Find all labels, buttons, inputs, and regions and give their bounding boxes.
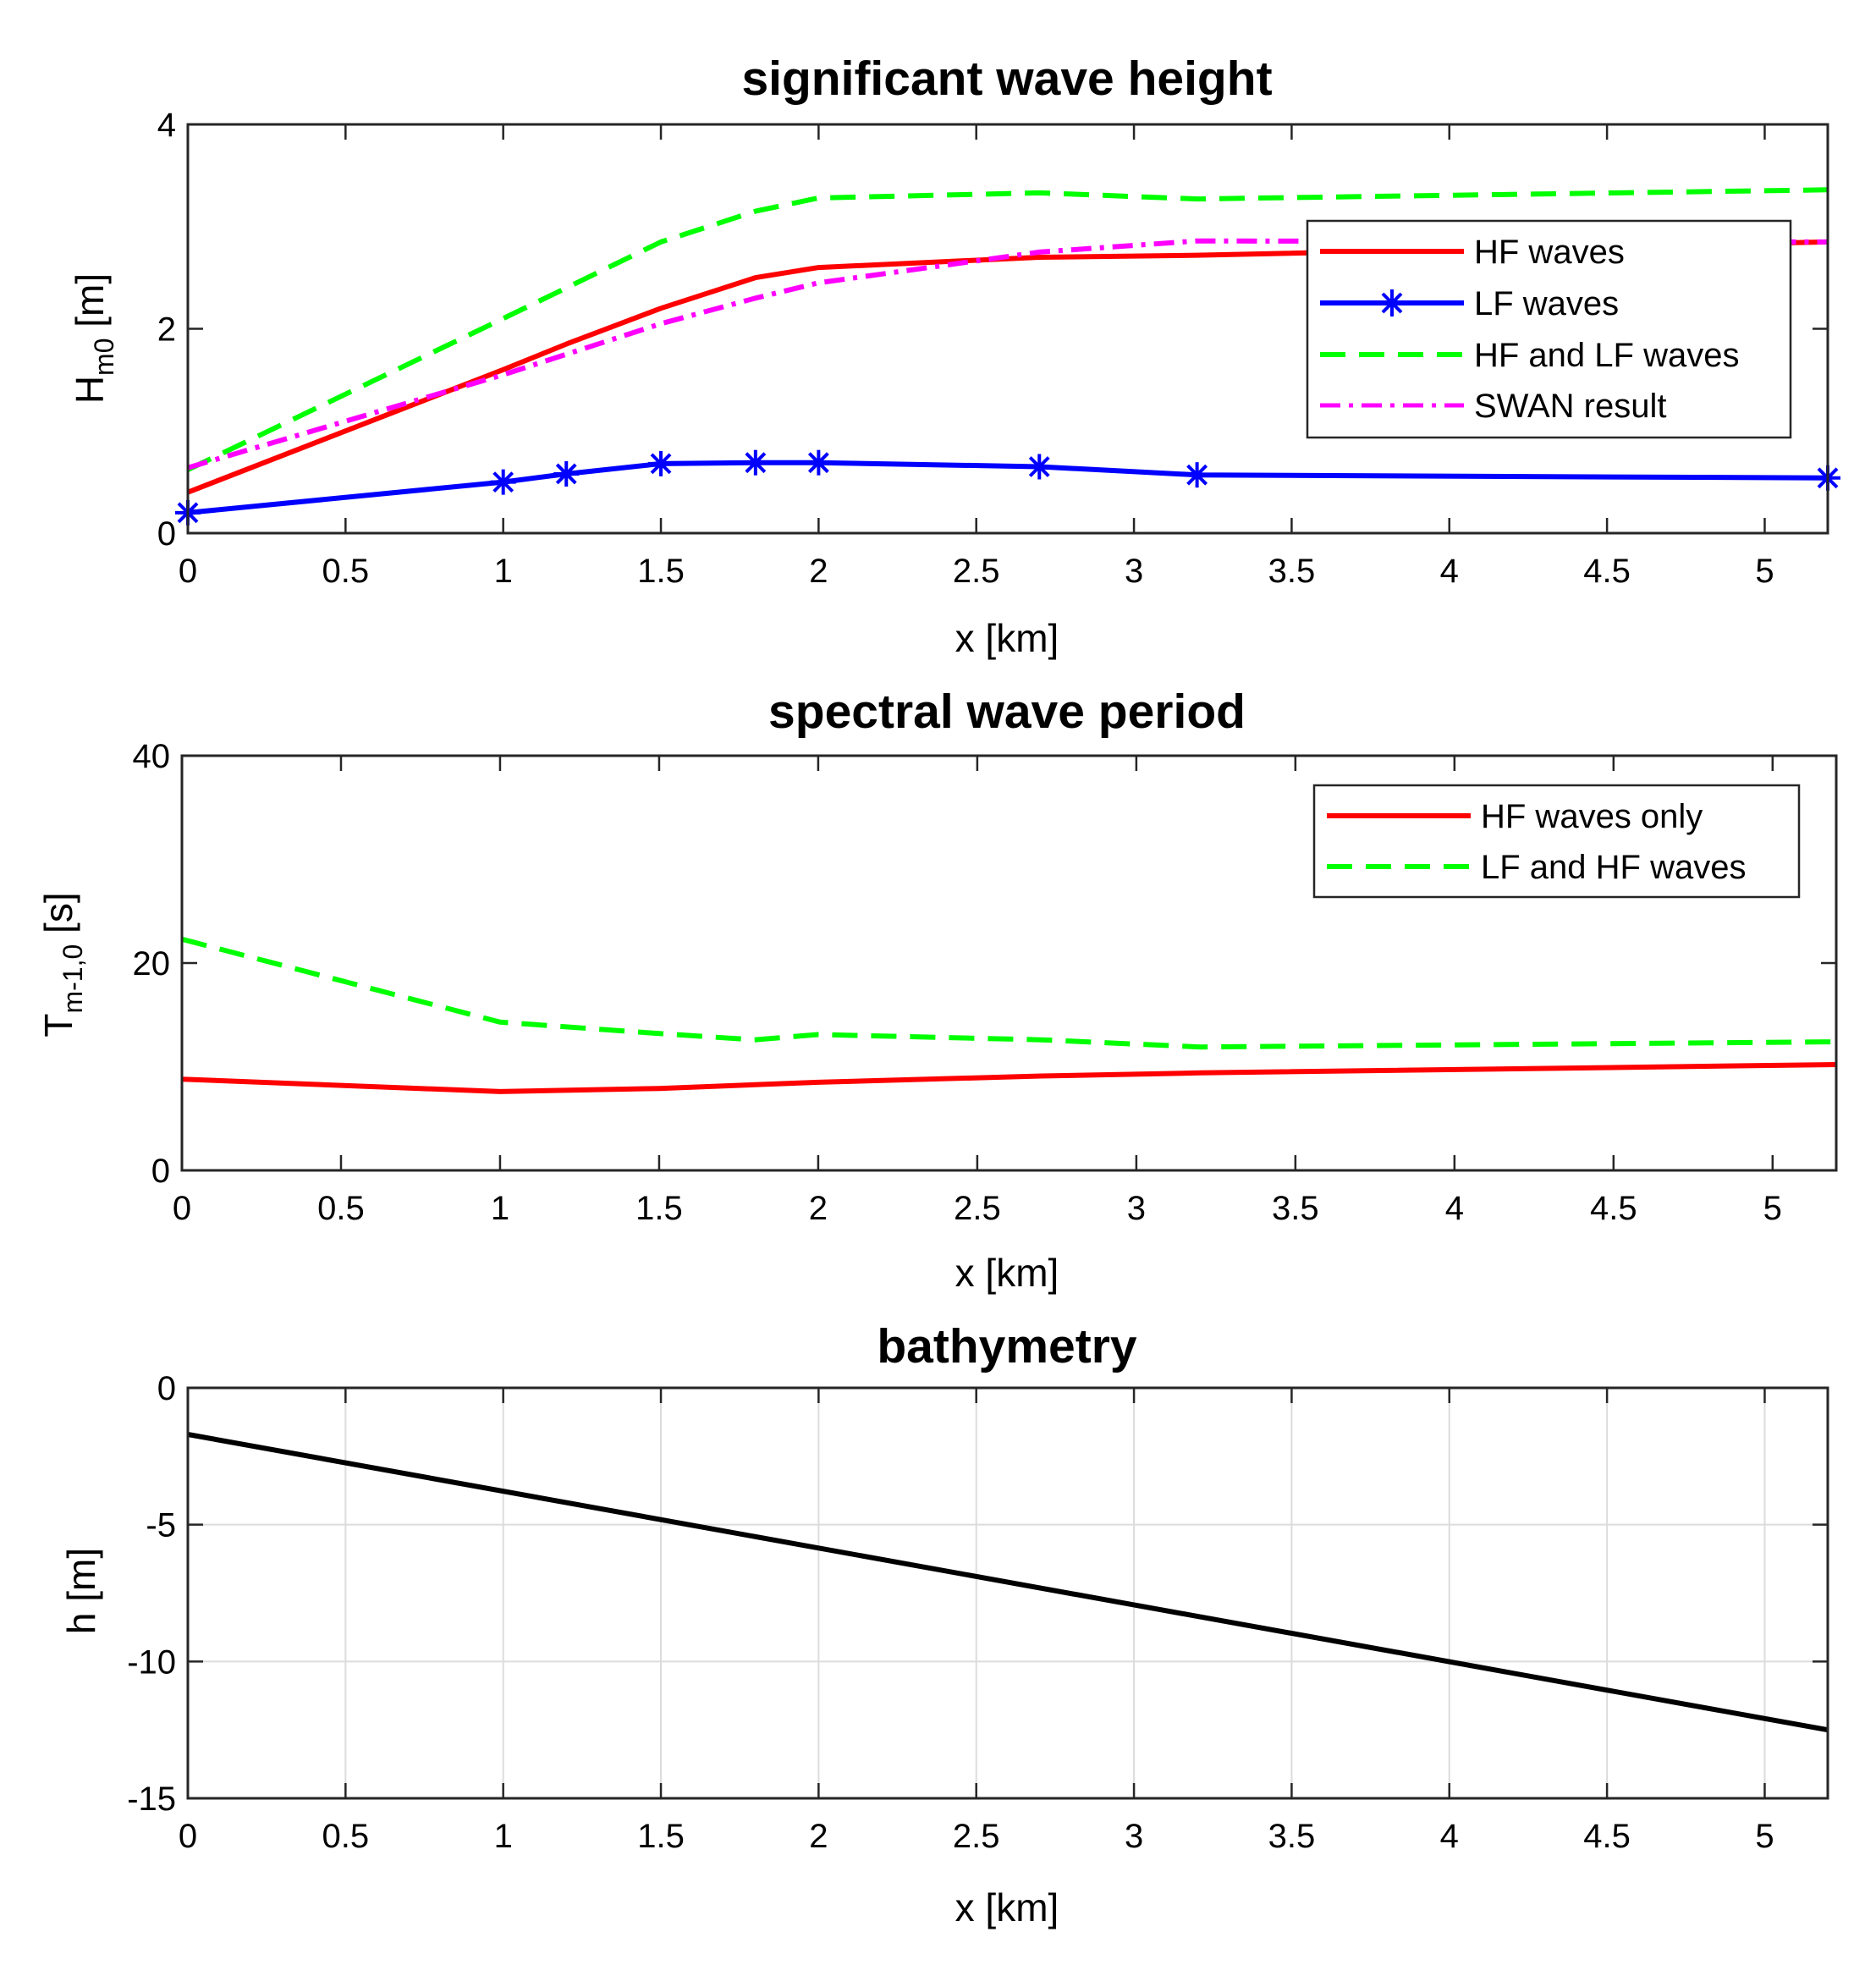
series-bathymetry-line: [187, 1432, 1829, 1733]
series-lf-waves-marker: [742, 449, 768, 476]
bathymetry-x-tick-label: 2: [809, 1818, 828, 1855]
bathymetry-y-tick-label: -5: [146, 1507, 176, 1544]
wave-height-panel: significant wave height x [km] Hm0 [m] 0…: [68, 52, 1840, 660]
wave-period-panel: spectral wave period x [km] Tm-1,0 [s] 0…: [36, 685, 1838, 1295]
bathymetry-x-tick-label: 2.5: [953, 1818, 1000, 1855]
spectral-wave-period-y-tick-label: 20: [133, 945, 171, 982]
bathymetry-title: bathymetry: [877, 1319, 1137, 1373]
series-lf-waves-marker: [490, 469, 516, 495]
series-lf-waves-marker: [806, 449, 832, 476]
significant-wave-height-y-tick-label: 2: [157, 311, 176, 349]
legend-label-hf-waves-only: HF waves only: [1481, 798, 1703, 835]
spectral-wave-period-x-tick-label: 1.5: [635, 1190, 683, 1227]
spectral-wave-period-x-tick-label: 3: [1127, 1190, 1146, 1227]
series-hf-waves-only-line: [181, 1062, 1837, 1094]
wave-height-legend-box: [1306, 219, 1792, 439]
legend-label-lf-and-hf-waves: LF and HF waves: [1481, 849, 1746, 886]
bathymetry-x-tick-label: 1.5: [637, 1818, 685, 1855]
wave-height-ticks: 0 0.5 1 1.5 2 2.5 3 3.5 4 4.5 5 0 2 4: [157, 107, 1828, 590]
bathymetry-x-tick-label: 4: [1440, 1818, 1459, 1855]
spectral-wave-period-x-tick-label: 0: [173, 1190, 191, 1227]
bathymetry-y-tick-label: -10: [127, 1643, 176, 1681]
series-lf-waves-marker: [553, 460, 580, 487]
bathymetry-panel: bathymetry x [km] h [m] 0 0.5 1 1.5 2 2.5 3 3.5…: [59, 1319, 1829, 1929]
significant-wave-height-x-tick-label: 0.5: [322, 553, 370, 590]
spectral-wave-period-y-tick-label: 0: [151, 1153, 170, 1190]
wave-height-title: significant wave height: [741, 52, 1272, 106]
legend-label-swan-result: SWAN result: [1474, 388, 1666, 425]
significant-wave-height-x-tick-label: 2.5: [953, 553, 1000, 590]
significant-wave-height-x-tick-label: 4: [1440, 553, 1459, 590]
significant-wave-height-x-tick-label: 1: [494, 553, 513, 590]
significant-wave-height-x-tick-label: 5: [1755, 553, 1774, 590]
significant-wave-height-x-tick-label: 4.5: [1583, 553, 1631, 590]
bathymetry-x-tick-label: 3.5: [1268, 1818, 1316, 1855]
wave-height-series: [175, 187, 1840, 526]
legend-label-lf-waves: LF waves: [1474, 285, 1619, 322]
bathymetry-x-tick-label: 0: [179, 1818, 197, 1855]
bathymetry-grid: [188, 1388, 1828, 1798]
wave-period-title: spectral wave period: [768, 685, 1246, 739]
wave-period-legend: HF waves only LF and HF waves: [1312, 784, 1801, 899]
wave-height-axes-box: [186, 123, 1829, 535]
spectral-wave-period-x-tick-label: 5: [1763, 1190, 1782, 1227]
wave-period-axes-box: [180, 754, 1838, 1172]
wave-period-x-label: x [km]: [955, 1251, 1059, 1295]
wave-height-x-label: x [km]: [955, 616, 1059, 660]
significant-wave-height-x-tick-label: 1.5: [637, 553, 685, 590]
significant-wave-height-y-tick-label: 0: [157, 515, 176, 553]
spectral-wave-period-x-tick-label: 1: [491, 1190, 509, 1227]
series-lf-waves-marker: [1184, 462, 1210, 488]
wave-period-legend-box: [1312, 784, 1801, 899]
spectral-wave-period-x-tick-label: 2.5: [954, 1190, 1001, 1227]
series-lf-waves-marker: [648, 450, 674, 476]
bathymetry-axes-box: [186, 1386, 1829, 1800]
significant-wave-height-x-tick-label: 3.5: [1268, 553, 1316, 590]
bathymetry-x-tick-label: 0.5: [322, 1818, 370, 1855]
bathymetry-x-tick-label: 1: [494, 1818, 513, 1855]
series-swan-result-line: [187, 238, 1829, 471]
spectral-wave-period-x-tick-label: 2: [809, 1190, 828, 1227]
legend-marker-lf-waves: [1378, 289, 1406, 316]
spectral-wave-period-x-tick-label: 4: [1445, 1190, 1464, 1227]
significant-wave-height-y-tick-label: 4: [157, 107, 176, 144]
spectral-wave-period-x-tick-label: 4.5: [1590, 1190, 1637, 1227]
bathymetry-y-tick-label: -15: [127, 1781, 176, 1818]
wave-period-series: [181, 936, 1837, 1094]
bathymetry-x-tick-label: 4.5: [1583, 1818, 1631, 1855]
series-lf-waves-marker: [1026, 454, 1053, 480]
wave-height-legend: HF waves LF waves HF and LF waves SWAN r…: [1306, 219, 1792, 439]
wave-period-ticks: 0 0.5 1 1.5 2 2.5 3 3.5 4 4.5 5 0 20 40: [133, 738, 1836, 1227]
bathymetry-y-tick-label: 0: [157, 1370, 176, 1407]
legend-label-hf-waves: HF waves: [1474, 234, 1625, 271]
wave-height-y-label: Hm0 [m]: [68, 273, 119, 404]
bathymetry-x-tick-label: 3: [1125, 1818, 1143, 1855]
bathymetry-x-tick-label: 5: [1755, 1818, 1774, 1855]
bathymetry-x-label: x [km]: [955, 1885, 1059, 1929]
series-lf-and-hf-waves-line: [181, 936, 1837, 1050]
bathymetry-y-label: h [m]: [59, 1548, 103, 1634]
spectral-wave-period-y-tick-label: 40: [133, 738, 171, 775]
legend-label-hf-and-lf-waves: HF and LF waves: [1474, 337, 1739, 374]
significant-wave-height-x-tick-label: 0: [179, 553, 197, 590]
significant-wave-height-x-tick-label: 3: [1125, 553, 1143, 590]
series-hf-waves-line: [186, 239, 1829, 495]
wave-period-y-label: Tm-1,0 [s]: [36, 892, 88, 1037]
spectral-wave-period-x-tick-label: 0.5: [317, 1190, 365, 1227]
bathymetry-series: [187, 1432, 1829, 1733]
spectral-wave-period-x-tick-label: 3.5: [1272, 1190, 1319, 1227]
significant-wave-height-x-tick-label: 2: [809, 553, 828, 590]
